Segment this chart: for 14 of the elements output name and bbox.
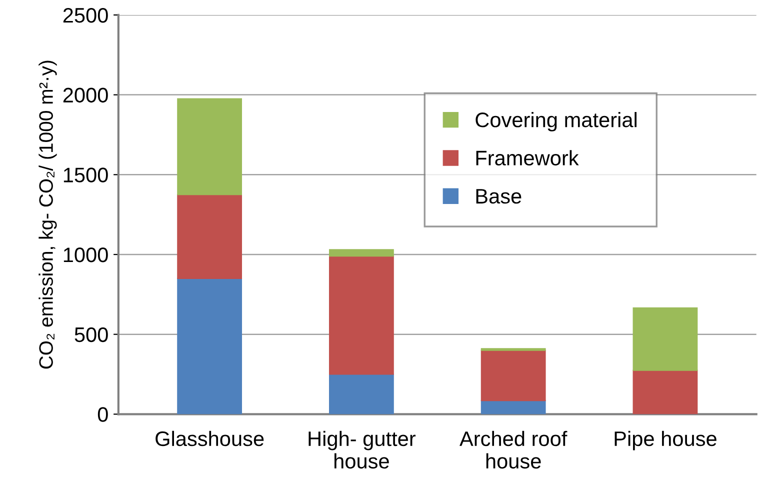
x-tick-label: Pipe house xyxy=(614,430,716,450)
x-tick-label: Glasshouse xyxy=(156,430,264,446)
y-axis-title: CO₂ emission, kg- CO₂/ (1000 m²·y) xyxy=(38,60,57,369)
legend-label: Framework xyxy=(476,150,579,166)
x-tick-label: High- gutter house xyxy=(308,430,416,469)
x-tick-label: Arched roof house xyxy=(460,430,568,469)
legend-label: Base xyxy=(476,189,522,204)
y-tick-label: 1500 xyxy=(64,168,108,182)
y-tick-label: 2000 xyxy=(63,88,108,103)
legend-label: Covering material xyxy=(476,112,636,132)
y-tick-label: 2500 xyxy=(63,8,108,23)
y-tick-label: 0 xyxy=(98,407,108,422)
y-tick-label: 1000 xyxy=(64,247,108,262)
y-tick-label: 500 xyxy=(74,327,108,342)
